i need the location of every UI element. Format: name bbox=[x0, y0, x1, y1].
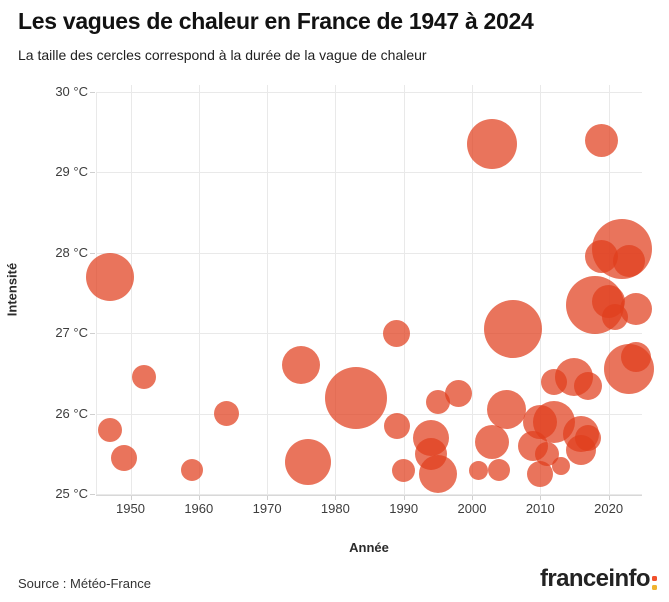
x-gridline bbox=[472, 85, 473, 495]
heatwave-bubble[interactable] bbox=[483, 300, 542, 359]
y-tick-label: 28 °C bbox=[55, 244, 88, 260]
heatwave-bubble[interactable] bbox=[467, 119, 518, 170]
x-tick-label: 1980 bbox=[320, 501, 350, 516]
heatwave-bubble[interactable] bbox=[551, 457, 570, 476]
x-tick-label: 1950 bbox=[116, 501, 145, 516]
x-tick-mark bbox=[130, 494, 132, 500]
heatwave-bubble[interactable] bbox=[444, 380, 472, 408]
x-tick-label: 2000 bbox=[457, 501, 487, 516]
y-gridline bbox=[96, 91, 642, 93]
x-axis-title: Année bbox=[349, 540, 389, 555]
logo-colon-bottom-dot bbox=[652, 585, 657, 590]
heatwave-bubble[interactable] bbox=[180, 459, 203, 482]
y-gridline bbox=[96, 252, 642, 254]
y-tick-mark bbox=[90, 172, 95, 174]
franceinfo-logo: franceinfo bbox=[540, 565, 658, 593]
heatwave-bubble[interactable] bbox=[282, 346, 321, 385]
franceinfo-logo-colon bbox=[650, 569, 658, 593]
y-tick-label: 30 °C bbox=[55, 83, 88, 99]
x-tick-label: 2010 bbox=[525, 501, 555, 516]
y-tick-mark bbox=[90, 413, 95, 415]
heatwave-bubble[interactable] bbox=[574, 371, 603, 400]
heatwave-bubble[interactable] bbox=[324, 366, 387, 429]
heatwave-bubble[interactable] bbox=[418, 455, 457, 494]
x-tick-mark bbox=[608, 494, 610, 500]
heatwave-bubble[interactable] bbox=[383, 412, 410, 439]
x-gridline bbox=[130, 85, 132, 495]
y-tick-mark bbox=[90, 252, 95, 254]
source-credit: Source : Météo-France bbox=[18, 576, 151, 591]
heatwave-bubble[interactable] bbox=[285, 439, 332, 485]
y-tick-label: 26 °C bbox=[55, 405, 88, 421]
y-axis-title: Intensité bbox=[4, 262, 20, 317]
x-tick-mark bbox=[472, 494, 473, 500]
heatwave-bubble[interactable] bbox=[213, 401, 239, 427]
chart-subtitle: La taille des cercles correspond à la du… bbox=[18, 47, 427, 63]
x-tick-label: 1970 bbox=[252, 501, 282, 516]
heatwave-bubble[interactable] bbox=[86, 252, 134, 301]
y-gridline bbox=[96, 333, 642, 335]
x-tick-label: 1990 bbox=[389, 501, 419, 516]
x-tick-mark bbox=[540, 494, 542, 500]
heatwave-bubble[interactable] bbox=[620, 342, 651, 373]
heatwave-bubble[interactable] bbox=[110, 444, 137, 471]
y-tick-mark bbox=[90, 494, 95, 496]
y-tick-mark bbox=[90, 333, 95, 335]
x-gridline bbox=[403, 85, 405, 495]
heatwave-bubble[interactable] bbox=[383, 319, 411, 347]
y-tick-mark bbox=[90, 91, 95, 93]
heatwave-bubble[interactable] bbox=[475, 424, 510, 459]
y-tick-label: 25 °C bbox=[55, 486, 88, 502]
heatwave-bubble[interactable] bbox=[488, 459, 511, 482]
heatwave-bubble[interactable] bbox=[98, 417, 122, 442]
x-gridline bbox=[540, 85, 542, 495]
heatwave-bubble[interactable] bbox=[132, 365, 157, 390]
x-tick-mark bbox=[403, 494, 405, 500]
franceinfo-logo-text: franceinfo bbox=[539, 565, 651, 592]
heatwave-bubble[interactable] bbox=[613, 244, 646, 277]
logo-colon-top-dot bbox=[652, 576, 657, 581]
heatwave-bubble[interactable] bbox=[619, 293, 652, 326]
heatwave-bubble[interactable] bbox=[575, 424, 602, 451]
x-tick-mark bbox=[198, 494, 200, 500]
y-gridline bbox=[96, 172, 642, 174]
heatwave-bubble[interactable] bbox=[469, 460, 489, 480]
x-gridline bbox=[335, 85, 337, 495]
x-tick-label: 1960 bbox=[184, 501, 214, 516]
x-tick-label: 2020 bbox=[594, 501, 624, 516]
x-tick-mark bbox=[267, 494, 269, 500]
heatwave-bubble[interactable] bbox=[392, 458, 416, 482]
x-gridline bbox=[198, 85, 200, 495]
x-axis-line bbox=[96, 494, 642, 496]
y-tick-label: 27 °C bbox=[55, 325, 88, 341]
page-title: Les vagues de chaleur en France de 1947 … bbox=[18, 8, 534, 34]
heatwave-bubble[interactable] bbox=[486, 390, 526, 430]
heatwave-bubble[interactable] bbox=[585, 123, 619, 157]
x-tick-mark bbox=[335, 494, 337, 500]
y-tick-label: 29 °C bbox=[55, 164, 88, 180]
x-gridline bbox=[267, 85, 269, 495]
